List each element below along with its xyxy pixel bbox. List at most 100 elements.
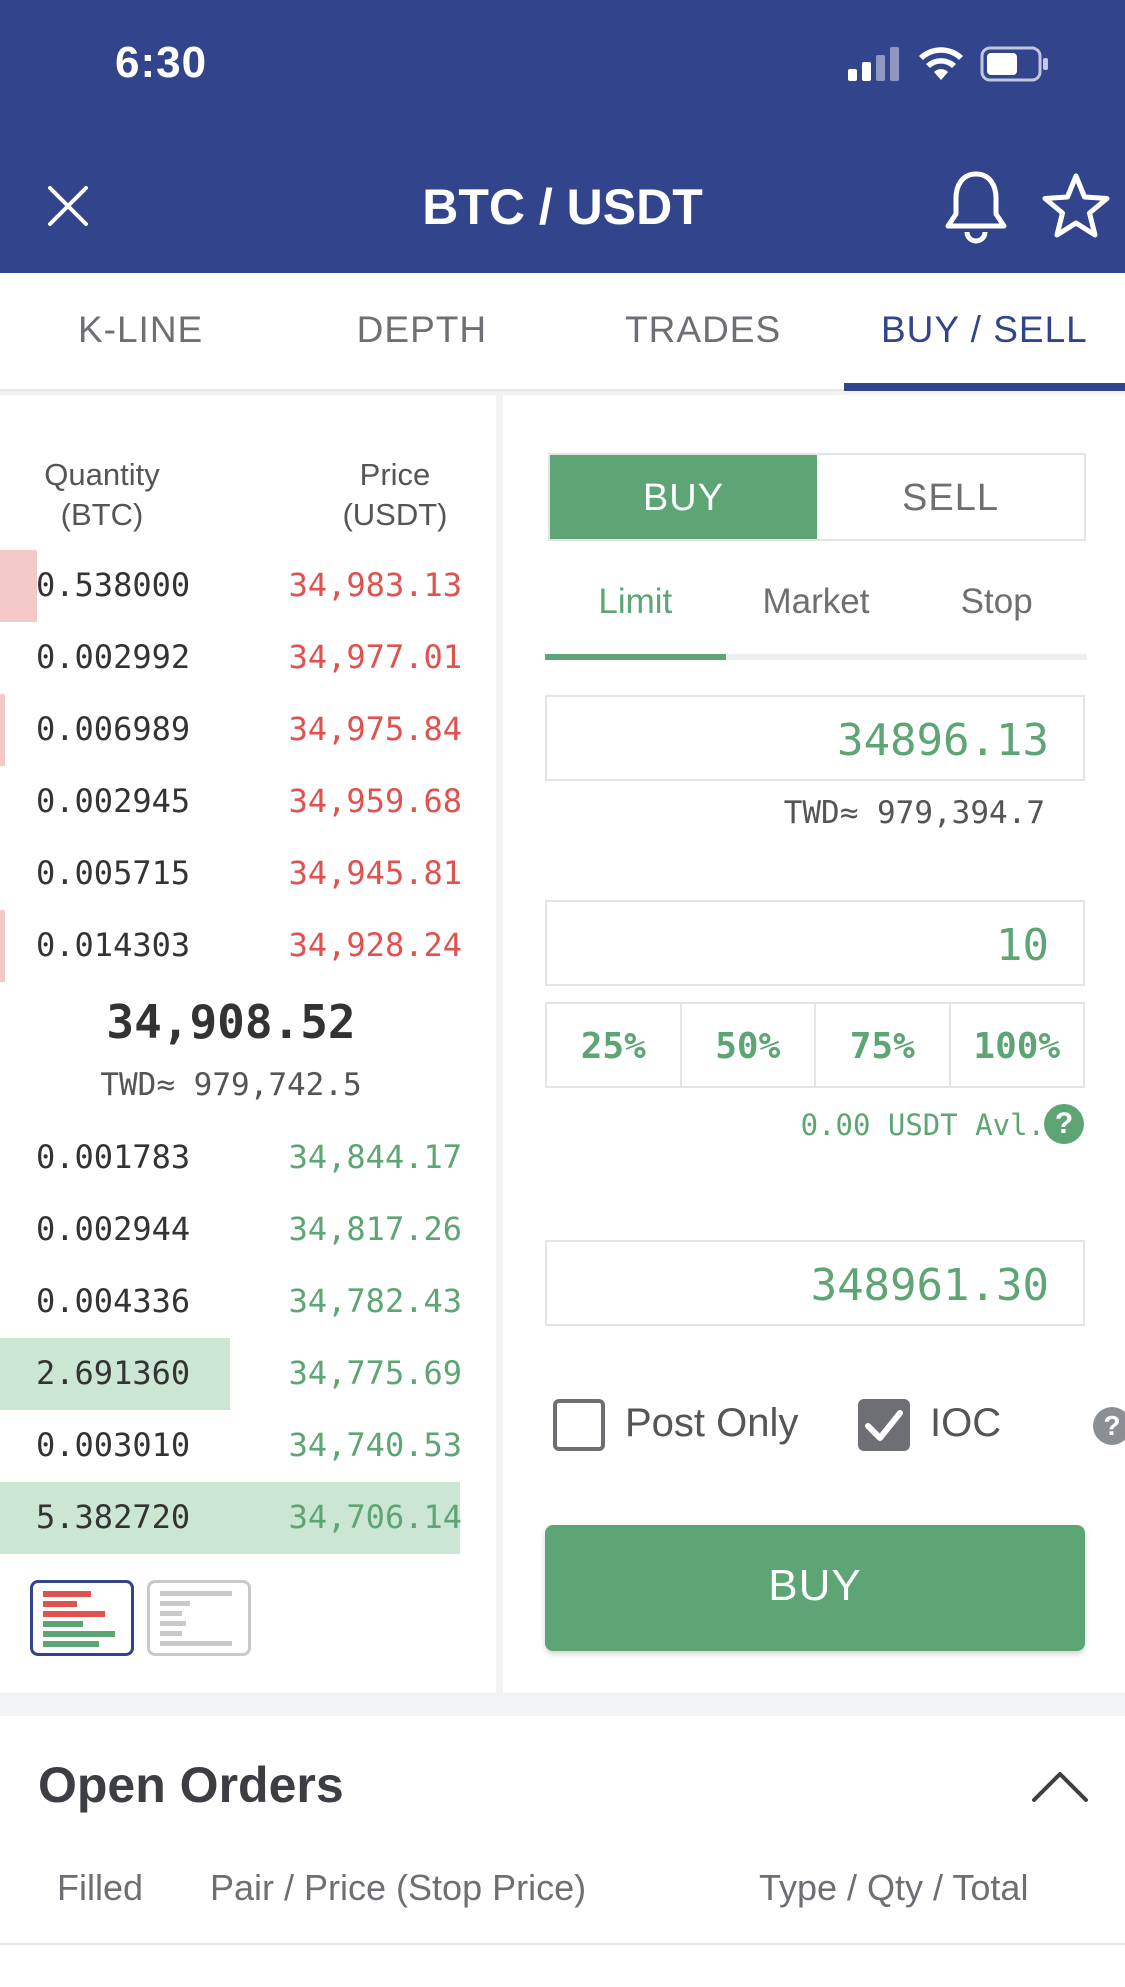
percent-75-button[interactable]: 75%	[814, 1002, 951, 1088]
post-only-checkbox[interactable]	[553, 1399, 605, 1451]
bid-row[interactable]: 0.002944 34,817.26	[0, 1194, 462, 1266]
ask-row[interactable]: 0.002945 34,959.68	[0, 766, 462, 838]
column-type-qty-total: Type / Qty / Total	[759, 1867, 1029, 1908]
help-icon[interactable]: ?	[1044, 1104, 1084, 1144]
book-view-both-button[interactable]	[30, 1580, 134, 1656]
book-view-list-button[interactable]	[147, 1580, 251, 1656]
total-input[interactable]: 348961.30	[545, 1240, 1085, 1326]
tab-stop[interactable]: Stop	[960, 582, 1033, 621]
page-title: BTC / USDT	[422, 179, 703, 235]
price-twd-note: TWD≈ 979,394.7	[783, 795, 1045, 831]
ask-quantity: 0.002992	[36, 638, 191, 676]
open-orders-panel: Open Orders Filled Pair / Price (Stop Pr…	[0, 1716, 1125, 1987]
price-input[interactable]: 34896.13	[545, 695, 1085, 781]
battery-icon	[980, 46, 1048, 82]
percent-50-button[interactable]: 50%	[679, 1002, 816, 1088]
bid-quantity: 0.001783	[36, 1138, 191, 1176]
price-header-label: Price	[359, 457, 431, 492]
trade-form: BUY SELL Limit Market Stop 34896.13 TWD≈…	[503, 395, 1125, 1693]
ask-row[interactable]: 0.005715 34,945.81	[0, 838, 462, 910]
tab-market[interactable]: Market	[762, 582, 870, 621]
order-type-tabs: Limit Market Stop	[545, 570, 1087, 660]
quantity-header-label: Quantity	[44, 457, 160, 492]
available-balance: 0.00 USDT Avl.	[800, 1108, 1045, 1142]
bid-quantity: 2.691360	[36, 1354, 191, 1392]
open-orders-title: Open Orders	[38, 1757, 344, 1813]
bid-price: 34,706.14	[288, 1498, 462, 1536]
ask-quantity: 0.005715	[36, 854, 191, 892]
tab-depth[interactable]: DEPTH	[356, 309, 488, 350]
ask-quantity: 0.002945	[36, 782, 191, 820]
ask-row[interactable]: 0.002992 34,977.01	[0, 622, 462, 694]
submit-buy-button[interactable]: BUY	[545, 1525, 1085, 1651]
bid-row[interactable]: 0.004336 34,782.43	[0, 1266, 462, 1338]
buy-side-button[interactable]: BUY	[550, 455, 817, 539]
last-price: 34,908.52	[106, 995, 356, 1049]
close-button[interactable]	[40, 178, 96, 234]
bid-depth-bar	[0, 1338, 230, 1410]
book-both-icon	[43, 1591, 115, 1647]
alert-button[interactable]	[940, 168, 1012, 246]
chevron-up-icon	[1032, 1772, 1088, 1802]
percent-selector: 25% 50% 75% 100%	[545, 1002, 1085, 1088]
bid-price: 34,817.26	[288, 1210, 462, 1248]
bid-price: 34,844.17	[288, 1138, 462, 1176]
order-options: Post Only IOC ?	[553, 1395, 1125, 1455]
signal-icon	[848, 47, 899, 81]
column-filled: Filled	[57, 1867, 144, 1908]
wifi-icon	[919, 47, 963, 80]
options-help-icon[interactable]: ?	[1093, 1407, 1125, 1445]
last-price-twd: TWD≈ 979,742.5	[100, 1067, 362, 1103]
star-icon	[1042, 173, 1110, 238]
percent-100-button[interactable]: 100%	[948, 1002, 1085, 1088]
tab-limit[interactable]: Limit	[545, 570, 726, 660]
ask-depth-bar	[0, 694, 6, 766]
bid-quantity: 0.002944	[36, 1210, 191, 1248]
ask-row[interactable]: 0.014303 34,928.24	[0, 910, 462, 982]
tab-buy-sell[interactable]: BUY / SELL	[843, 273, 1125, 391]
collapse-button[interactable]	[1030, 1766, 1090, 1806]
quantity-header-unit: (BTC)	[60, 497, 144, 532]
ask-depth-bar	[0, 910, 6, 982]
ask-quantity: 0.014303	[36, 926, 191, 964]
open-orders-columns: Filled Pair / Price (Stop Price) Type / …	[0, 1861, 1125, 1945]
ask-depth-bar	[0, 550, 37, 622]
price-header: Price (USDT)	[330, 455, 460, 535]
bid-depth-bar	[0, 1482, 460, 1554]
ask-price: 34,977.01	[288, 638, 462, 676]
ask-row[interactable]: 0.006989 34,975.84	[0, 694, 462, 766]
ask-price: 34,928.24	[288, 926, 462, 964]
order-book: Quantity (BTC) Price (USDT) 0.538000 34,9…	[0, 395, 496, 1693]
amount-input[interactable]: 10	[545, 900, 1085, 986]
side-toggle: BUY SELL	[548, 453, 1086, 541]
post-only-label: Post Only	[625, 1401, 799, 1445]
percent-25-button[interactable]: 25%	[545, 1002, 682, 1088]
tab-k-line[interactable]: K-LINE	[77, 309, 204, 350]
sell-side-button[interactable]: SELL	[817, 455, 1084, 539]
bid-row[interactable]: 0.003010 34,740.53	[0, 1410, 462, 1482]
bid-price: 34,782.43	[288, 1282, 462, 1320]
price-header-unit: (USDT)	[342, 497, 448, 532]
bell-icon	[945, 171, 1007, 244]
app-header: 6:30 BTC / USDT	[0, 0, 1125, 273]
status-icons	[848, 46, 1050, 82]
bid-price: 34,775.69	[288, 1354, 462, 1392]
bid-row[interactable]: 0.001783 34,844.17	[0, 1122, 462, 1194]
ask-price: 34,945.81	[288, 854, 462, 892]
bid-quantity: 0.004336	[36, 1282, 191, 1320]
quantity-header: Quantity (BTC)	[37, 455, 167, 535]
status-time: 6:30	[115, 38, 208, 87]
ask-price: 34,959.68	[288, 782, 462, 820]
bid-quantity: 0.003010	[36, 1426, 191, 1464]
order-book-header: Quantity (BTC) Price (USDT)	[0, 455, 496, 545]
ioc-checkbox[interactable]	[858, 1399, 910, 1451]
ask-row[interactable]: 0.538000 34,983.13	[0, 550, 462, 622]
ask-quantity: 0.006989	[36, 710, 191, 748]
bid-row[interactable]: 2.691360 34,775.69	[0, 1338, 462, 1410]
checkmark-icon	[865, 1410, 903, 1441]
favorite-button[interactable]	[1040, 170, 1112, 242]
market-tabs: K-LINE DEPTH TRADES BUY / SELL	[0, 273, 1125, 391]
book-list-icon	[160, 1591, 232, 1646]
bid-row[interactable]: 5.382720 34,706.14	[0, 1482, 462, 1554]
tab-trades[interactable]: TRADES	[625, 309, 782, 350]
